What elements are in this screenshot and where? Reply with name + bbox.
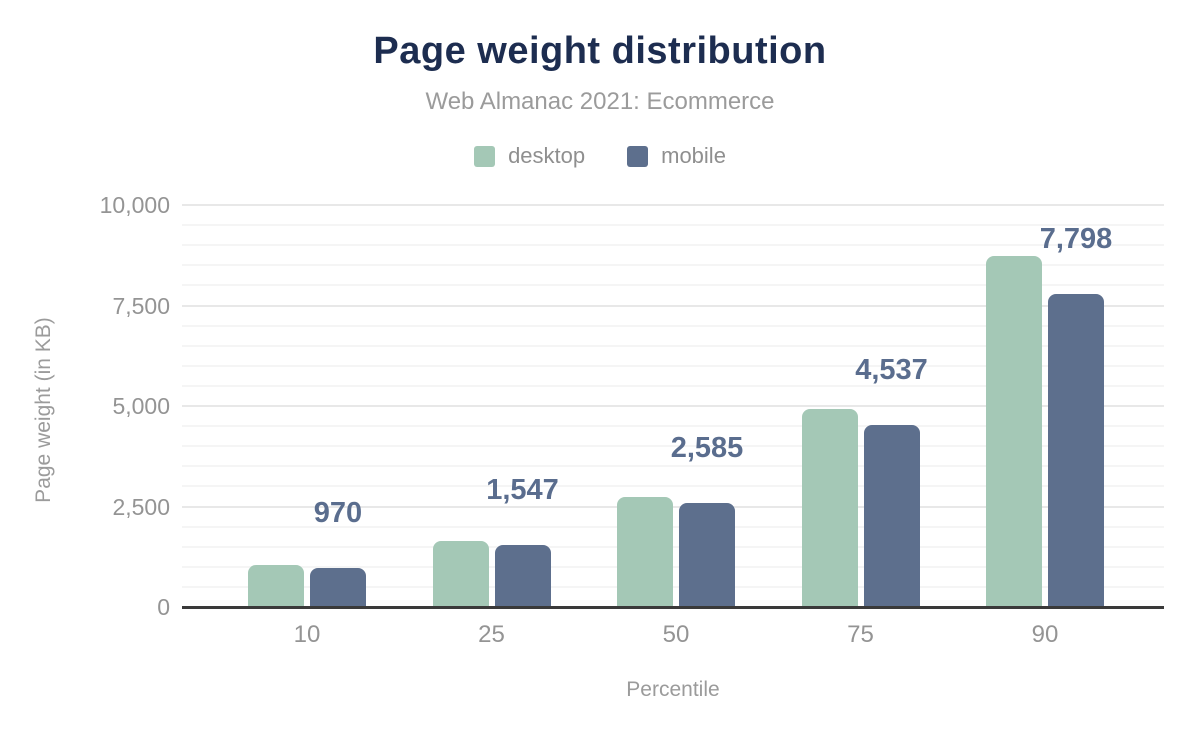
gridline-minor [182, 224, 1164, 227]
bar-mobile-p90[interactable] [1048, 293, 1104, 607]
x-tick-label-10: 10 [293, 621, 321, 648]
mobile-swatch-icon [627, 145, 649, 167]
bar-desktop-p25[interactable] [432, 540, 489, 607]
gridline-minor [182, 545, 1164, 548]
bar-mobile-p75[interactable] [863, 424, 920, 607]
y-tick-label: 2,500 [112, 493, 170, 520]
plot-area [182, 204, 1164, 607]
bar-desktop-p50[interactable] [617, 497, 673, 607]
gridline-minor [182, 264, 1164, 267]
bar-desktop-p10[interactable] [248, 564, 304, 607]
gridline-minor [182, 344, 1164, 347]
desktop-swatch-icon [474, 145, 496, 167]
gridline-minor [182, 465, 1164, 468]
bar-mobile-p10[interactable] [310, 568, 366, 607]
legend-item-mobile[interactable]: mobile [627, 143, 726, 169]
value-label-p75: 4,537 [855, 353, 928, 386]
legend-label-desktop: desktop [508, 143, 586, 168]
gridline-minor [182, 384, 1164, 387]
x-tick-label-75: 75 [847, 621, 874, 648]
legend: desktop mobile [0, 143, 1200, 169]
gridline-minor [182, 485, 1164, 488]
x-tick-label-50: 50 [662, 621, 690, 648]
gridline-minor [182, 585, 1164, 588]
y-tick-label: 5,000 [112, 393, 170, 419]
x-tick-label-25: 25 [478, 621, 505, 648]
bar-desktop-p90[interactable] [986, 256, 1042, 607]
value-label-p50: 2,585 [670, 432, 744, 465]
y-axis-title: Page weight (in KB) [32, 317, 55, 503]
gridline-major [182, 304, 1164, 307]
gridline-minor [182, 565, 1164, 568]
gridline-minor [182, 284, 1164, 287]
bar-desktop-p75[interactable] [801, 408, 858, 607]
bar-mobile-p50[interactable] [679, 503, 735, 607]
chart-title: Page weight distribution [373, 30, 827, 72]
bar-mobile-p25[interactable] [494, 544, 551, 607]
gridline-major [182, 405, 1164, 407]
legend-label-mobile: mobile [661, 143, 726, 168]
x-axis-title: Percentile [626, 678, 720, 701]
gridline-major [182, 204, 1164, 206]
gridline-minor [182, 324, 1164, 327]
value-label-p25: 1,547 [486, 473, 559, 506]
gridline-major [182, 505, 1164, 508]
chart-subtitle: Web Almanac 2021: Ecommerce [425, 88, 775, 115]
x-tick-label-90: 90 [1031, 621, 1059, 648]
y-tick-label: 10,000 [99, 192, 170, 218]
gridline-minor [182, 364, 1164, 367]
gridline-minor [182, 425, 1164, 428]
gridline-minor [182, 244, 1164, 247]
y-tick-label: 7,500 [112, 292, 170, 319]
legend-item-desktop[interactable]: desktop [474, 143, 585, 169]
y-tick-label: 0 [157, 594, 170, 620]
value-label-p90: 7,798 [1039, 222, 1113, 255]
x-axis-line [182, 606, 1164, 609]
value-label-p10: 970 [313, 497, 363, 529]
gridline-minor [182, 525, 1164, 528]
gridline-minor [182, 445, 1164, 448]
